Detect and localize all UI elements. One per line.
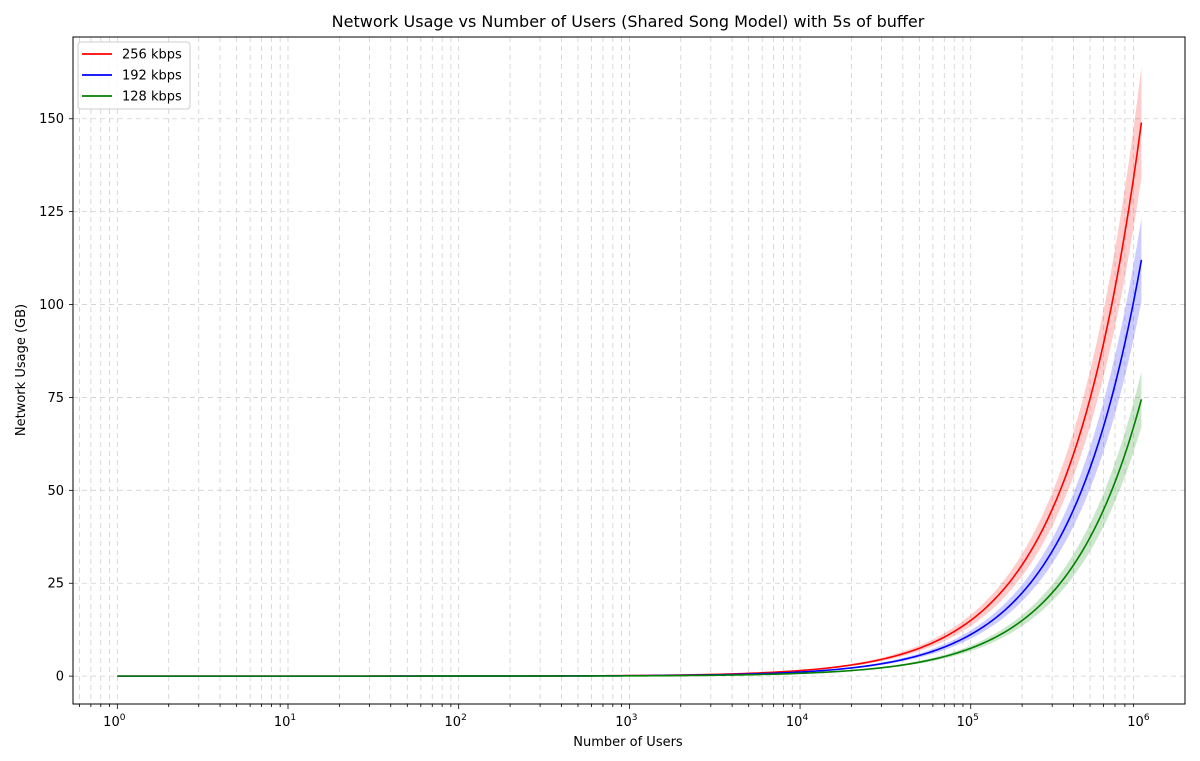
y-tick-label: 150 <box>39 112 64 127</box>
x-tick-label: 106 <box>1127 713 1150 730</box>
y-tick-label: 0 <box>56 670 64 685</box>
x-axis-ticks: 100 101 102 103 104 105 106 <box>79 704 1150 730</box>
legend-box <box>77 41 191 110</box>
y-tick-label: 125 <box>39 205 64 220</box>
series-line-2 <box>117 399 1143 677</box>
y-tick-label: 50 <box>47 484 64 499</box>
legend: 256 kbps 192 kbps 128 kbps <box>77 41 191 110</box>
x-tick-label: 100 <box>103 713 126 730</box>
legend-label-0: 256 kbps <box>122 48 182 63</box>
legend-label-1: 192 kbps <box>122 69 182 84</box>
series-lines <box>117 122 1143 677</box>
legend-label-2: 128 kbps <box>122 90 182 105</box>
x-tick-label: 105 <box>957 713 979 730</box>
chart-title: Network Usage vs Number of Users (Shared… <box>332 12 925 31</box>
x-tick-label: 103 <box>615 713 637 730</box>
y-axis-ticks: 0 25 50 75 100 125 150 <box>39 112 73 685</box>
x-tick-label: 101 <box>274 713 296 730</box>
y-tick-label: 100 <box>39 298 64 313</box>
x-axis-label: Number of Users <box>573 735 683 750</box>
x-tick-label: 104 <box>786 713 809 730</box>
y-tick-label: 25 <box>47 577 64 592</box>
y-axis-label: Network Usage (GB) <box>14 304 29 436</box>
x-tick-label: 102 <box>445 713 467 730</box>
grid <box>73 37 1185 704</box>
y-tick-label: 75 <box>47 391 64 406</box>
